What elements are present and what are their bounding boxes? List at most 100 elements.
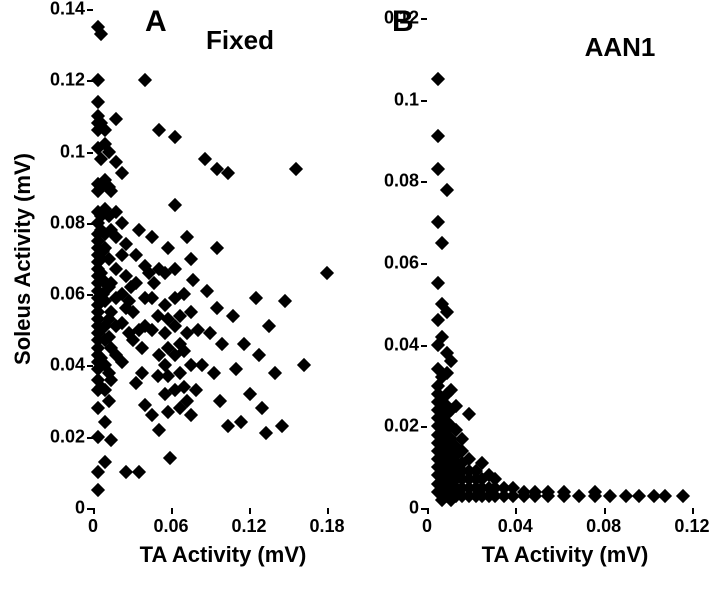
data-point [129, 248, 143, 262]
data-point [198, 152, 212, 166]
data-point [213, 394, 227, 408]
x-tick-label: 0.08 [586, 516, 621, 537]
data-point [91, 73, 105, 87]
x-tick [515, 508, 517, 514]
panel-title-B: AAN1 [585, 32, 656, 63]
data-point [603, 489, 617, 503]
data-point [135, 341, 149, 355]
y-tick-label: 0.04 [50, 355, 85, 376]
data-point [252, 348, 266, 362]
x-tick [249, 508, 251, 514]
y-tick-label: 0.06 [384, 253, 419, 274]
data-point [215, 337, 229, 351]
data-point [320, 266, 334, 280]
x-tick [171, 508, 173, 514]
data-point [431, 129, 445, 143]
x-tick [692, 508, 694, 514]
x-tick-label: 0 [88, 516, 98, 537]
y-tick [87, 223, 93, 225]
y-tick-label: 0.08 [384, 171, 419, 192]
data-point [91, 483, 105, 497]
x-tick-label: 0 [422, 516, 432, 537]
x-tick [604, 508, 606, 514]
data-point [200, 284, 214, 298]
data-point [248, 291, 262, 305]
data-point [109, 112, 123, 126]
data-point [209, 241, 223, 255]
y-axis-label: Soleus Activity (mV) [10, 153, 36, 365]
x-tick-label: 0.06 [153, 516, 188, 537]
x-tick [327, 508, 329, 514]
data-point [255, 401, 269, 415]
data-point [203, 326, 217, 340]
y-tick [421, 18, 427, 20]
panel-letter-A: A [145, 5, 167, 39]
data-point [676, 489, 690, 503]
data-point [152, 423, 166, 437]
data-point [173, 365, 187, 379]
y-tick-label: 0 [75, 498, 85, 519]
x-tick-label: 0.12 [674, 516, 709, 537]
data-point [572, 489, 586, 503]
data-point [274, 419, 288, 433]
data-point [191, 323, 205, 337]
y-tick [87, 365, 93, 367]
data-point [183, 251, 197, 265]
data-point [619, 489, 633, 503]
y-tick [87, 9, 93, 11]
y-tick-label: 0.1 [394, 89, 419, 110]
data-point [278, 294, 292, 308]
y-tick-label: 0.08 [50, 212, 85, 233]
y-tick-label: 0.02 [384, 416, 419, 437]
data-point [229, 362, 243, 376]
x-tick-label: 0.12 [231, 516, 266, 537]
y-tick [421, 263, 427, 265]
data-point [131, 465, 145, 479]
y-tick [421, 100, 427, 102]
data-point [261, 319, 275, 333]
data-point [168, 130, 182, 144]
data-point [237, 337, 251, 351]
panel-title-A: Fixed [206, 25, 274, 56]
data-point [189, 383, 203, 397]
y-tick [421, 426, 427, 428]
y-tick [421, 181, 427, 183]
data-point [161, 241, 175, 255]
figure: 0 0.06 0.12 0.18 0 0.02 0.04 0.06 0.08 0.1 0.12 0.1… [0, 0, 720, 590]
data-point [289, 162, 303, 176]
data-point [226, 308, 240, 322]
x-tick-label: 0.04 [498, 516, 533, 537]
data-point [91, 430, 105, 444]
data-point [180, 230, 194, 244]
data-point [195, 358, 209, 372]
x-tick [93, 508, 95, 514]
plot-area-A [93, 9, 353, 508]
data-point [118, 465, 132, 479]
y-tick [421, 345, 427, 347]
data-point [138, 73, 152, 87]
data-point [209, 301, 223, 315]
y-tick [87, 508, 93, 510]
data-point [431, 215, 445, 229]
data-point [98, 415, 112, 429]
y-tick-label: 0.02 [50, 426, 85, 447]
y-tick-label: 0.04 [384, 334, 419, 355]
data-point [632, 489, 646, 503]
data-point [259, 426, 273, 440]
y-tick-label: 0.06 [50, 284, 85, 305]
data-point [144, 230, 158, 244]
y-tick [87, 80, 93, 82]
data-point [104, 433, 118, 447]
data-point [658, 489, 672, 503]
x-axis-label: TA Activity (mV) [482, 542, 649, 568]
x-tick-label: 0.18 [309, 516, 344, 537]
data-point [131, 223, 145, 237]
y-tick-label: 0.12 [50, 70, 85, 91]
y-tick-label: 0 [409, 498, 419, 519]
data-point [152, 123, 166, 137]
data-point [297, 358, 311, 372]
data-point [435, 236, 449, 250]
data-point [186, 273, 200, 287]
data-point [91, 95, 105, 109]
data-point [440, 182, 454, 196]
